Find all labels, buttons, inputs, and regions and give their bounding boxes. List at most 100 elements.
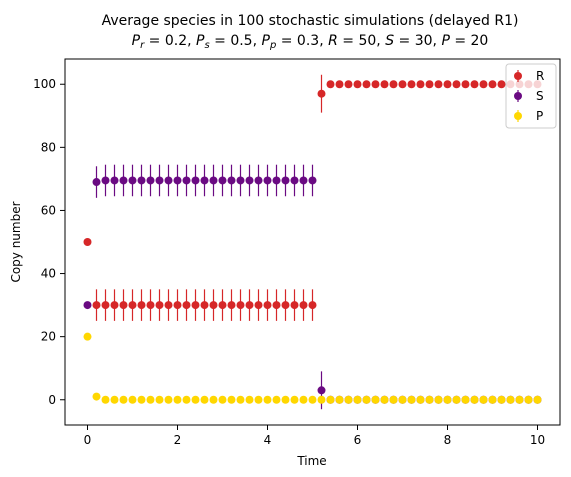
data-point bbox=[407, 395, 416, 404]
data-point bbox=[92, 178, 101, 187]
data-point bbox=[245, 301, 254, 310]
chart-subtitle: Pr = 0.2, Ps = 0.5, Pp = 0.3, R = 50, S … bbox=[132, 33, 489, 51]
data-point bbox=[155, 395, 164, 404]
subtitle-value: = 0.2, bbox=[144, 33, 196, 49]
data-point bbox=[110, 176, 119, 185]
data-point bbox=[209, 176, 218, 185]
data-point bbox=[137, 395, 146, 404]
data-point bbox=[263, 395, 272, 404]
data-point bbox=[326, 80, 335, 89]
data-point bbox=[290, 176, 299, 185]
data-point bbox=[254, 395, 263, 404]
data-point bbox=[443, 395, 452, 404]
legend-item-R: R bbox=[514, 69, 544, 83]
data-point bbox=[443, 80, 452, 89]
data-point bbox=[218, 176, 227, 185]
y-tick-label: 40 bbox=[41, 267, 56, 281]
subtitle-symbol: S bbox=[385, 33, 394, 49]
data-point bbox=[299, 176, 308, 185]
legend-label: R bbox=[536, 69, 544, 83]
data-point bbox=[290, 301, 299, 310]
y-tick-label: 0 bbox=[48, 393, 56, 407]
series-S bbox=[83, 164, 542, 410]
data-point bbox=[371, 80, 380, 89]
y-axis-ticks: 0 20 40 60 80 100 bbox=[33, 77, 65, 407]
data-point bbox=[218, 301, 227, 310]
subtitle-symbol: P bbox=[196, 33, 205, 49]
data-point bbox=[479, 80, 488, 89]
subtitle-value: = 30, bbox=[394, 33, 441, 49]
data-point bbox=[92, 301, 101, 310]
subtitle-value: = 50, bbox=[338, 33, 385, 49]
data-point bbox=[272, 395, 281, 404]
subtitle-symbol: P bbox=[132, 33, 141, 49]
data-point bbox=[173, 395, 182, 404]
data-point bbox=[146, 301, 155, 310]
x-tick-label: 6 bbox=[354, 433, 362, 447]
data-point bbox=[155, 176, 164, 185]
data-point bbox=[200, 395, 209, 404]
data-point bbox=[425, 395, 434, 404]
data-point bbox=[434, 80, 443, 89]
data-point bbox=[146, 176, 155, 185]
data-point bbox=[470, 395, 479, 404]
data-point bbox=[164, 395, 173, 404]
data-point bbox=[461, 395, 470, 404]
data-point bbox=[290, 395, 299, 404]
data-point bbox=[308, 395, 317, 404]
data-point bbox=[227, 176, 236, 185]
subtitle-value: = 0.3, bbox=[276, 33, 328, 49]
data-point bbox=[335, 395, 344, 404]
data-point bbox=[110, 301, 119, 310]
data-point bbox=[281, 395, 290, 404]
legend-marker bbox=[514, 92, 522, 100]
legend-item-P: P bbox=[514, 109, 543, 123]
data-point bbox=[272, 301, 281, 310]
data-point bbox=[506, 395, 515, 404]
subtitle-symbol: R bbox=[328, 33, 338, 49]
legend-marker bbox=[514, 72, 522, 80]
data-point bbox=[317, 89, 326, 98]
data-point bbox=[128, 395, 137, 404]
data-point bbox=[434, 395, 443, 404]
x-tick-label: 10 bbox=[530, 433, 545, 447]
legend-item-S: S bbox=[514, 89, 544, 103]
data-point bbox=[263, 176, 272, 185]
data-point bbox=[362, 80, 371, 89]
data-point bbox=[128, 301, 137, 310]
data-point bbox=[389, 395, 398, 404]
data-point bbox=[83, 301, 92, 310]
data-point bbox=[326, 395, 335, 404]
data-point bbox=[398, 395, 407, 404]
data-point bbox=[137, 176, 146, 185]
data-point bbox=[173, 301, 182, 310]
subtitle-value: = 20 bbox=[450, 33, 488, 49]
data-point bbox=[101, 395, 110, 404]
data-point bbox=[281, 301, 290, 310]
data-point bbox=[83, 332, 92, 341]
data-point bbox=[452, 395, 461, 404]
data-point bbox=[218, 395, 227, 404]
legend-box bbox=[505, 63, 557, 129]
data-point bbox=[317, 386, 326, 395]
data-point bbox=[335, 80, 344, 89]
legend: RSP bbox=[505, 63, 557, 129]
data-point bbox=[101, 176, 110, 185]
data-point bbox=[110, 395, 119, 404]
data-point bbox=[182, 395, 191, 404]
data-point bbox=[164, 176, 173, 185]
data-point bbox=[119, 176, 128, 185]
x-axis-ticks: 0 2 4 6 8 10 bbox=[84, 425, 545, 447]
data-point bbox=[308, 176, 317, 185]
data-point bbox=[407, 80, 416, 89]
series-R bbox=[83, 74, 542, 321]
plot-marks bbox=[83, 74, 542, 410]
legend-label: S bbox=[536, 89, 544, 103]
data-point bbox=[191, 301, 200, 310]
data-point bbox=[173, 176, 182, 185]
data-point bbox=[308, 301, 317, 310]
data-point bbox=[488, 80, 497, 89]
data-point bbox=[479, 395, 488, 404]
data-point bbox=[389, 80, 398, 89]
data-point bbox=[425, 80, 434, 89]
